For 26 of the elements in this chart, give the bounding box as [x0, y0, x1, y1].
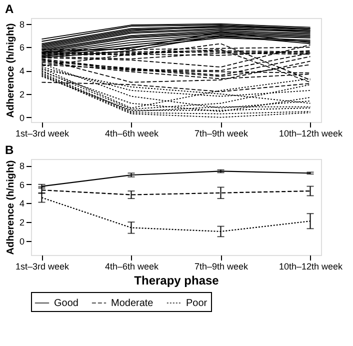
- x-tick-label: 10th–12th week: [278, 128, 344, 138]
- x-tick-label: 7th–9th week: [194, 128, 249, 138]
- y-tick-label: 0: [19, 112, 24, 123]
- y-tick-label: 6: [19, 180, 24, 190]
- x-tick-label: 1st–3rd week: [15, 128, 70, 138]
- x-tick-label: 4th–6th week: [104, 128, 160, 138]
- y-tick-label: 2: [19, 89, 24, 100]
- x-tick-label: 10th–12th week: [278, 262, 344, 272]
- y-axis-title: Adherence (h/night): [5, 160, 16, 255]
- y-tick-label: 0: [19, 236, 24, 246]
- y-axis-title: Adherence (h/night): [5, 23, 16, 118]
- y-tick-label: 8: [19, 19, 24, 30]
- x-tick-label: 7th–9th week: [194, 262, 249, 272]
- legend-label: Good: [54, 298, 78, 309]
- y-tick-label: 8: [19, 161, 24, 172]
- legend-label: Moderate: [111, 298, 154, 309]
- y-tick-label: 4: [19, 66, 24, 76]
- chart-title: B: [4, 143, 14, 157]
- y-tick-label: 4: [19, 198, 24, 209]
- legend-label: Poor: [186, 298, 208, 309]
- y-tick-label: 6: [19, 42, 24, 53]
- chart-title: A: [4, 2, 14, 16]
- x-axis-title: Therapy phase: [134, 274, 220, 288]
- y-tick-label: 2: [19, 218, 24, 228]
- x-tick-label: 4th–6th week: [104, 262, 160, 272]
- x-tick-label: 1st–3rd week: [15, 262, 70, 272]
